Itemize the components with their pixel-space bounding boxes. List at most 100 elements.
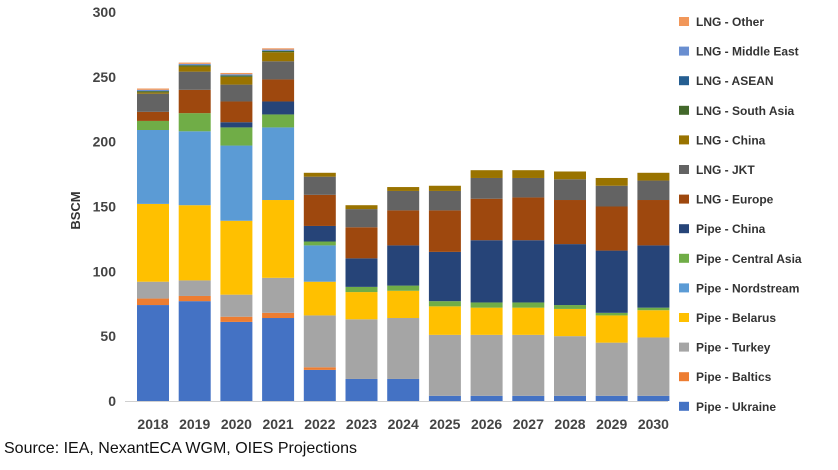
x-tick-label: 2028 — [554, 416, 585, 432]
legend-label: LNG - Europe — [696, 193, 774, 207]
bar-segment — [428, 210, 461, 252]
bar-segment — [637, 172, 670, 181]
bar-segment — [554, 308, 586, 337]
legend-label: LNG - China — [696, 133, 766, 147]
bar-segment — [554, 179, 586, 201]
bar-segment — [137, 93, 169, 112]
x-tick-label: 2022 — [304, 416, 335, 432]
x-tick-label: 2027 — [513, 416, 544, 432]
bar-segment — [220, 76, 253, 85]
bar-segment — [387, 245, 420, 286]
bar-segment — [178, 71, 211, 90]
x-tick-label: 2019 — [179, 416, 210, 432]
bar-segment — [262, 200, 295, 278]
bar-segment — [345, 286, 378, 293]
legend-label: Pipe - Baltics — [696, 370, 772, 384]
bar-segment — [262, 79, 295, 102]
bar-segment — [220, 122, 253, 128]
bar-segment — [470, 177, 503, 199]
bar-segment — [512, 170, 545, 178]
bar-segment — [345, 378, 378, 401]
bar-segment — [178, 89, 211, 114]
bar-segment — [554, 305, 586, 309]
bar-segment — [387, 210, 420, 246]
bar-segment — [554, 336, 586, 396]
x-tick-label: 2020 — [221, 416, 252, 432]
legend-swatch — [679, 194, 689, 204]
bar-segment — [595, 395, 628, 401]
bar-segment — [262, 114, 295, 128]
bar-segment — [512, 197, 545, 241]
bar-segment — [262, 127, 295, 201]
bar-segment — [220, 75, 253, 77]
bar-segment — [345, 319, 378, 379]
legend-label: Pipe - Belarus — [696, 311, 776, 325]
bar-segment — [178, 280, 211, 296]
x-tick-label: 2026 — [471, 416, 502, 432]
bar-segment — [512, 334, 545, 396]
bar-segment — [262, 312, 295, 319]
bar-segment — [595, 315, 628, 343]
bar-segment — [220, 72, 253, 75]
bar-segment — [345, 227, 378, 259]
x-tick-label: 2018 — [137, 416, 168, 432]
bar-segment — [178, 62, 211, 64]
bar-segment — [637, 310, 670, 338]
bar-segment — [637, 395, 670, 401]
bar-segment — [303, 245, 336, 282]
bar-segment — [387, 318, 420, 379]
bar-segment — [137, 92, 169, 94]
y-tick-label: 0 — [108, 393, 116, 409]
bar-segment — [178, 295, 211, 302]
bar-segment — [595, 185, 628, 207]
legend-swatch — [679, 17, 689, 26]
bar-segment — [137, 298, 169, 306]
bar-segment — [345, 209, 378, 228]
bar-segment — [345, 292, 378, 320]
legend-swatch — [679, 372, 689, 382]
legend-swatch — [679, 135, 689, 145]
bar-segment — [303, 172, 336, 177]
bar-segment — [137, 305, 169, 401]
legend-label: Pipe - Ukraine — [696, 400, 776, 414]
legend-label: LNG - Other — [696, 15, 764, 29]
y-axis: 0 50 100 150 200 250 300 BSCM — [68, 4, 116, 409]
bar-segment — [470, 240, 503, 303]
bar-segment — [137, 111, 169, 121]
legend-swatch — [679, 46, 689, 56]
bar-segment — [303, 281, 336, 316]
bar-segment — [637, 180, 670, 201]
bar-segment — [178, 113, 211, 132]
bar-segment — [345, 258, 378, 287]
bar-segment — [262, 48, 295, 50]
y-axis-label: BSCM — [68, 191, 83, 229]
bar-segment — [178, 301, 211, 401]
x-tick-label: 2030 — [638, 416, 669, 432]
legend-swatch — [679, 165, 689, 174]
bar-segment — [428, 334, 461, 396]
bar-segment — [470, 198, 503, 241]
legend-swatch — [679, 76, 689, 86]
bar-segment — [554, 200, 586, 245]
bar-segment — [303, 176, 336, 195]
bar-segment — [303, 367, 336, 370]
bar-segment — [387, 187, 420, 191]
bar-segment — [262, 49, 295, 51]
bar-segment — [637, 307, 670, 311]
legend-swatch — [679, 313, 689, 322]
bar-segment — [512, 302, 545, 308]
bar-segment — [137, 129, 169, 204]
y-tick-label: 50 — [100, 328, 116, 344]
legend-label: Pipe - Central Asia — [696, 252, 802, 266]
bar-segment — [345, 205, 378, 210]
bar-segment — [137, 120, 169, 130]
legend-swatch — [679, 105, 689, 115]
y-tick-label: 100 — [93, 263, 117, 279]
legend-swatch — [679, 401, 689, 411]
bar-segment — [595, 312, 628, 316]
bar-segment — [637, 337, 670, 396]
bar-segment — [137, 89, 169, 92]
x-tick-label: 2024 — [388, 416, 419, 432]
bar-segment — [220, 316, 253, 322]
